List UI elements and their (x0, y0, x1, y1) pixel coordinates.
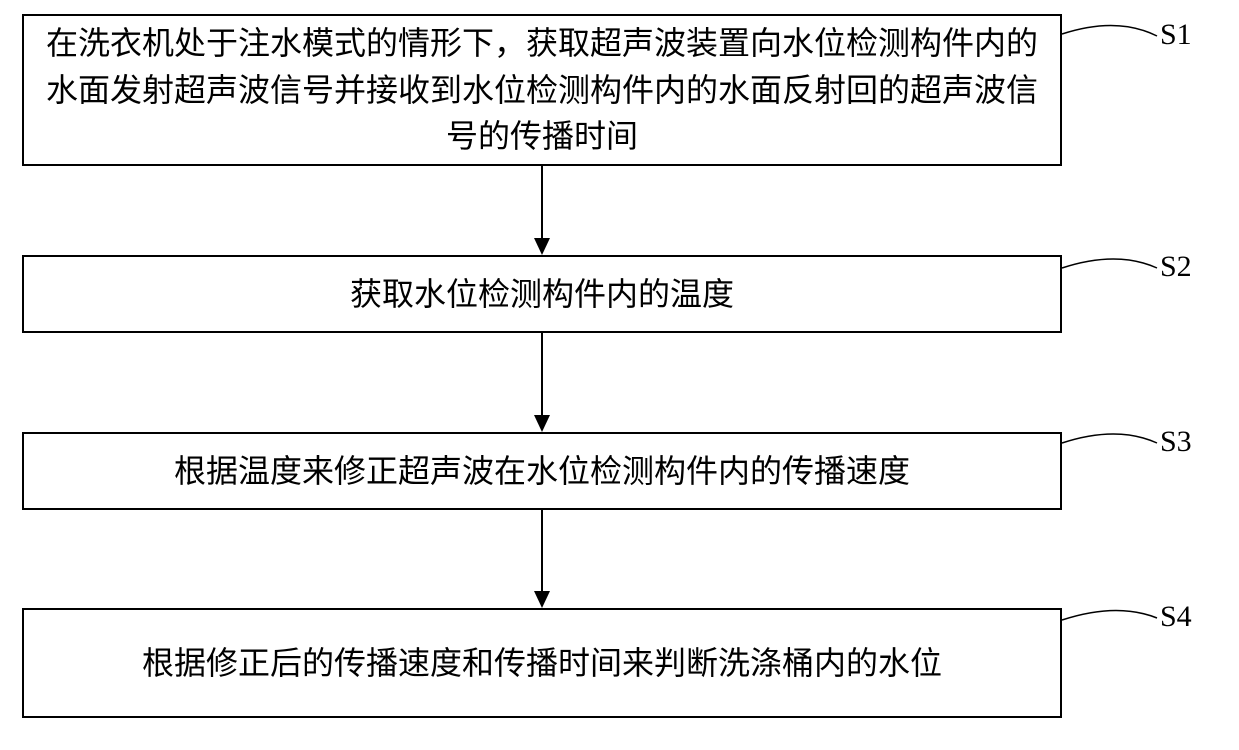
step-box-s2: 获取水位检测构件内的温度 (22, 255, 1062, 333)
step-box-s3: 根据温度来修正超声波在水位检测构件内的传播速度 (22, 432, 1062, 510)
arrow-s1-s2 (530, 166, 554, 255)
arrow-s3-s4 (530, 510, 554, 608)
step-text: 获取水位检测构件内的温度 (350, 271, 734, 317)
flowchart-canvas: 在洗衣机处于注水模式的情形下，获取超声波装置向水位检测构件内的水面发射超声波信号… (0, 0, 1239, 750)
step-text: 在洗衣机处于注水模式的情形下，获取超声波装置向水位检测构件内的水面发射超声波信号… (34, 20, 1050, 159)
step-label-s4: S4 (1160, 600, 1192, 634)
leader-s2 (1062, 250, 1162, 300)
step-box-s4: 根据修正后的传播速度和传播时间来判断洗涤桶内的水位 (22, 608, 1062, 718)
step-label-s1: S1 (1160, 18, 1192, 52)
leader-s4 (1062, 600, 1162, 650)
step-text: 根据温度来修正超声波在水位检测构件内的传播速度 (174, 448, 910, 494)
leader-s1 (1062, 14, 1162, 74)
step-box-s1: 在洗衣机处于注水模式的情形下，获取超声波装置向水位检测构件内的水面发射超声波信号… (22, 14, 1062, 166)
leader-s3 (1062, 425, 1162, 475)
step-label-s2: S2 (1160, 250, 1192, 284)
step-text: 根据修正后的传播速度和传播时间来判断洗涤桶内的水位 (142, 640, 942, 686)
arrow-s2-s3 (530, 333, 554, 432)
step-label-s3: S3 (1160, 425, 1192, 459)
